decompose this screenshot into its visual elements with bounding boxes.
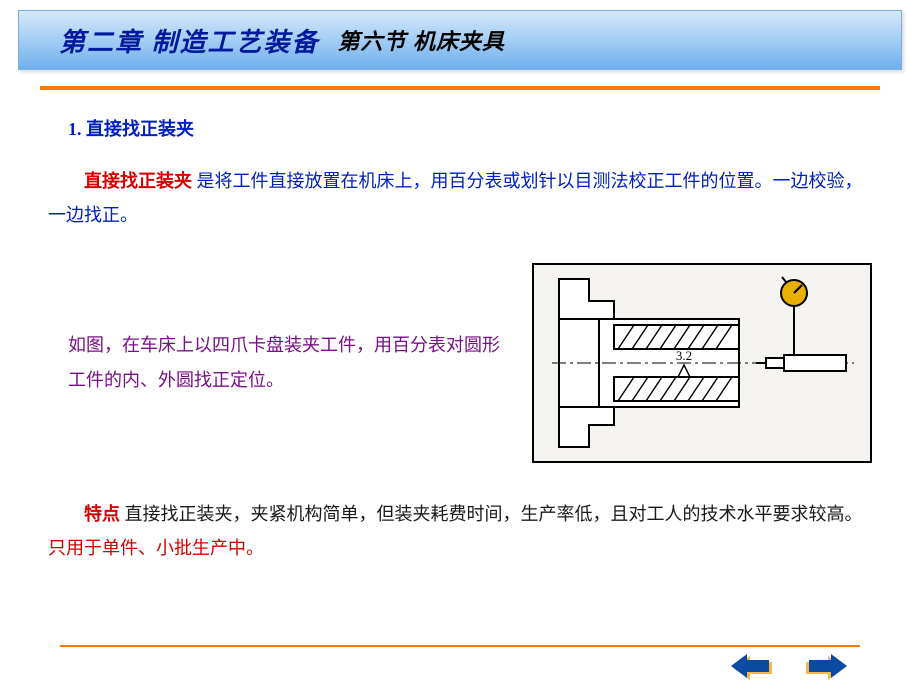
figure-caption: 如图，在车床上以四爪卡盘装夹工件，用百分表对圆形工件的内、外圆找正定位。 [48, 328, 502, 396]
nav-row [60, 653, 860, 688]
caption-figure-row: 如图，在车床上以四爪卡盘装夹工件，用百分表对圆形工件的内、外圆找正定位。 [48, 263, 872, 463]
bottom-divider [60, 645, 860, 647]
section-title: 第六节 机床夹具 [338, 24, 506, 56]
chapter-title: 第二章 制造工艺装备 [59, 22, 320, 59]
paragraph-1: 直接找正装夹 是将工件直接放置在机床上，用百分表或划针以目测法校正工件的位置。一… [48, 164, 872, 232]
content-area: 1. 直接找正装夹 直接找正装夹 是将工件直接放置在机床上，用百分表或划针以目测… [0, 90, 920, 565]
arrow-left-icon [728, 653, 774, 683]
header-bar: 第二章 制造工艺装备 第六节 机床夹具 [18, 10, 902, 70]
arrow-right-icon [804, 653, 850, 683]
para1-lead: 直接找正装夹 [84, 171, 192, 191]
lathe-chuck-diagram: 3.2 [534, 265, 870, 461]
para2-body: 直接找正装夹，夹紧机构简单，但装夹耗费时间，生产率低，且对工人的技术水平要求较高… [120, 504, 863, 524]
para2-tail: 只用于单件、小批生产中。 [48, 538, 264, 558]
footer [0, 645, 920, 688]
paragraph-2: 特点 直接找正装夹，夹紧机构简单，但装夹耗费时间，生产率低，且对工人的技术水平要… [48, 497, 872, 565]
centerline-label: 3.2 [676, 348, 692, 363]
prev-button[interactable] [728, 653, 774, 688]
section-heading: 1. 直接找正装夹 [68, 112, 872, 146]
para2-lead: 特点 [84, 504, 120, 524]
figure-diagram: 3.2 [532, 263, 872, 463]
next-button[interactable] [804, 653, 850, 688]
